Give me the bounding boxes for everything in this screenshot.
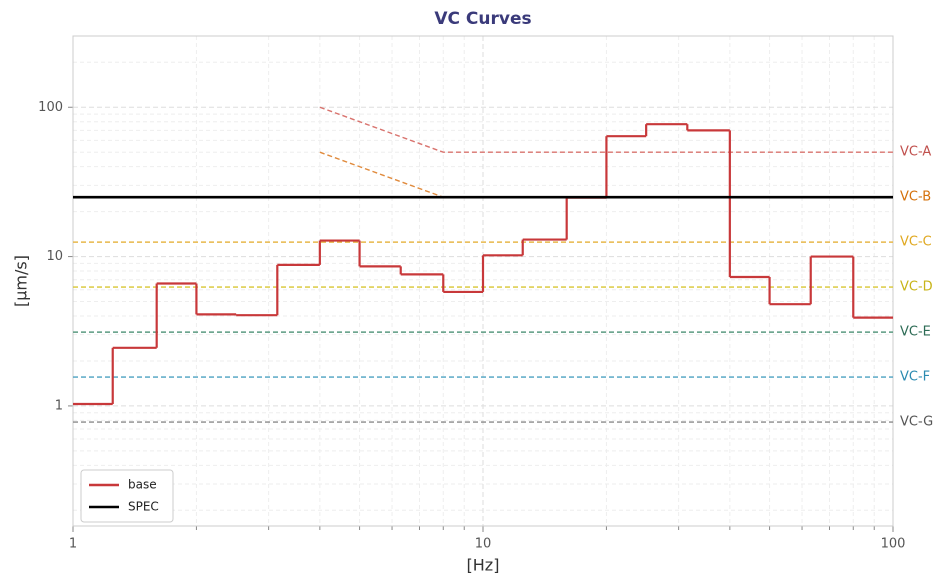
legend-label: base — [128, 478, 157, 492]
line-label: VC-C — [900, 235, 932, 250]
y-tick-label: 10 — [46, 249, 63, 264]
y-axis-label: [μm/s] — [12, 255, 31, 307]
x-tick-label: 100 — [881, 537, 906, 552]
legend-label: SPEC — [128, 500, 159, 514]
line-label: VC-F — [900, 370, 930, 385]
line-label: VC-D — [900, 280, 933, 295]
legend-box — [80, 469, 174, 523]
line-label: VC-E — [900, 325, 931, 340]
x-axis-label: [Hz] — [467, 556, 500, 575]
line-label: VC-B — [900, 190, 931, 205]
y-tick-label: 100 — [38, 100, 63, 115]
chart-title: VC Curves — [434, 9, 531, 29]
plot-frame — [72, 35, 894, 527]
x-tick-label: 10 — [475, 537, 492, 552]
line-label: VC-A — [900, 145, 931, 160]
line-label: VC-G — [900, 415, 933, 430]
x-tick-label: 1 — [69, 537, 77, 552]
series-line — [319, 106, 893, 153]
y-tick-label: 1 — [55, 398, 63, 413]
